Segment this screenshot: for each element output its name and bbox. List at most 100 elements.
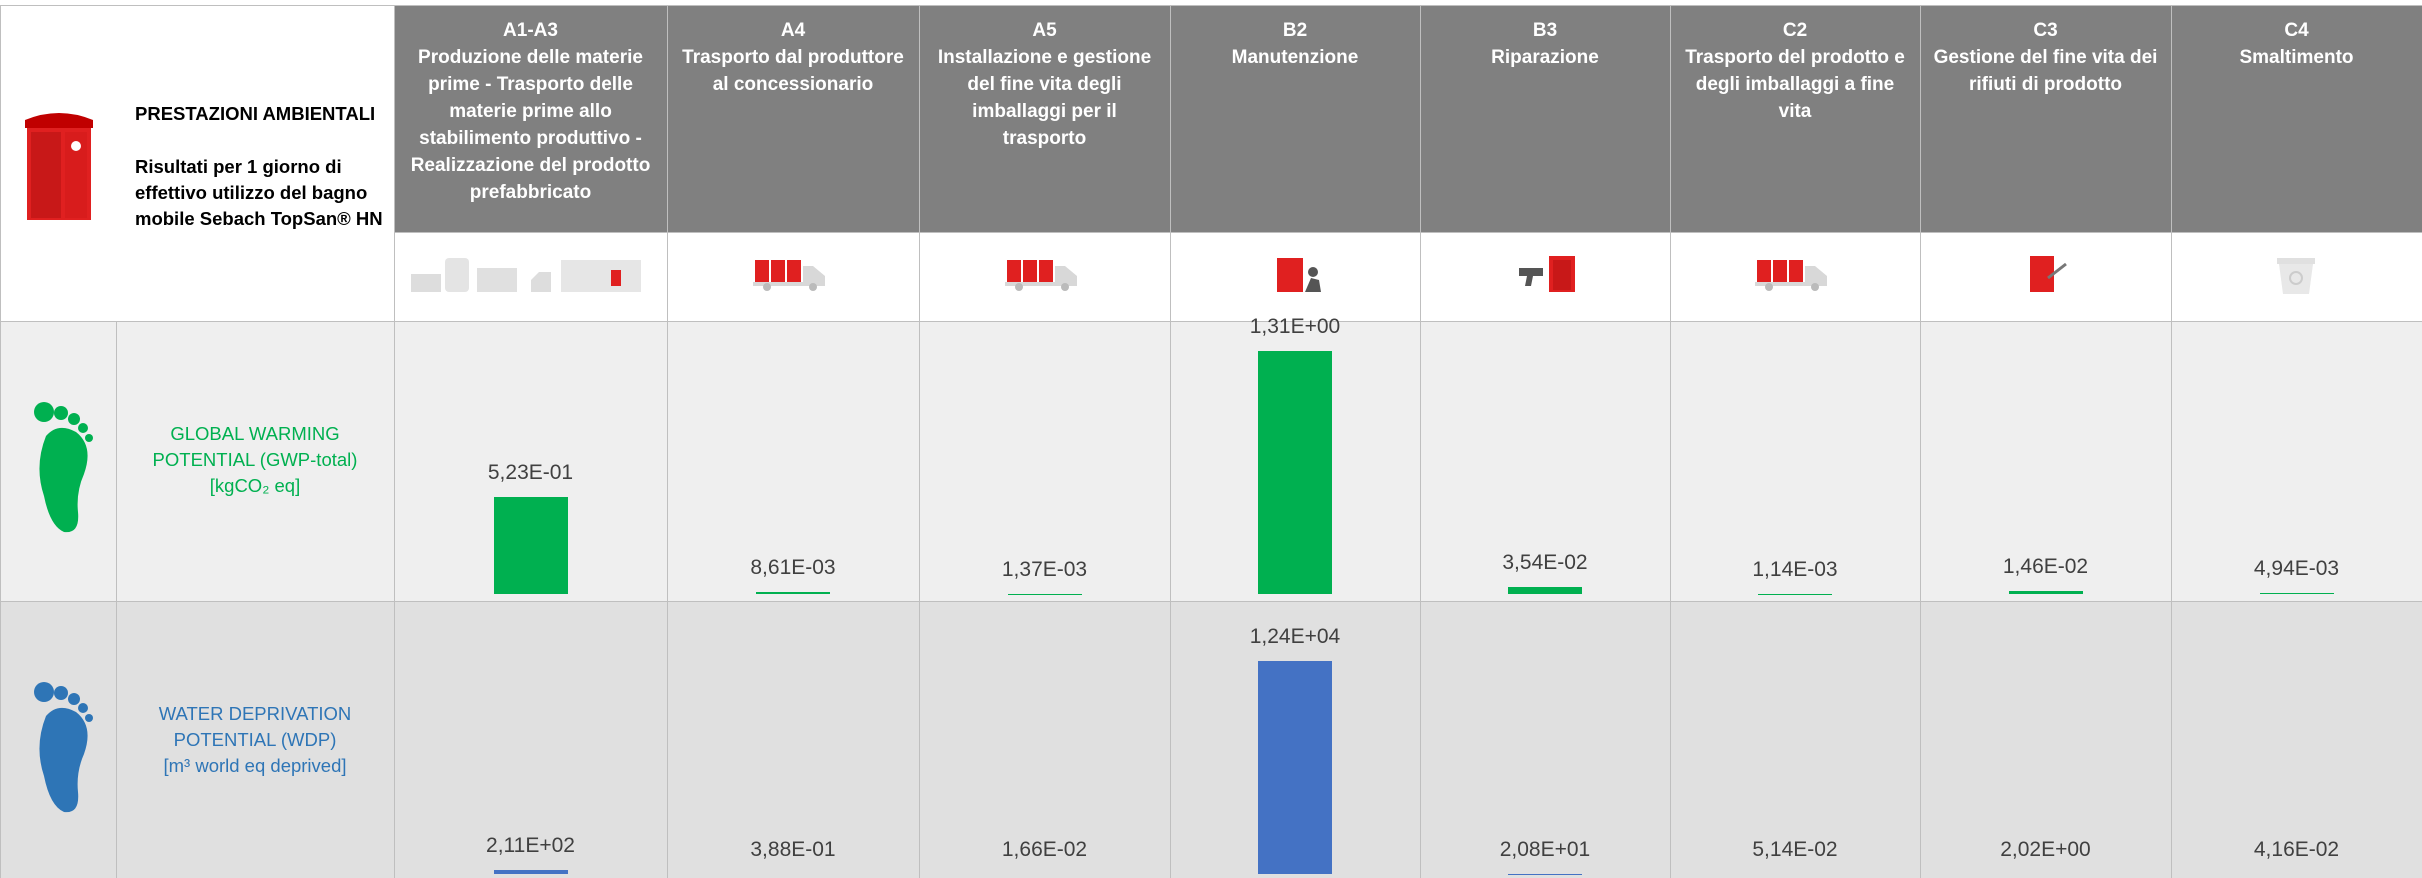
- indicator-cell: [116, 321, 395, 602]
- value-label: 1,46E-02: [2002, 555, 2089, 579]
- stage-text: B3 Riparazione: [1430, 17, 1660, 71]
- bar: [1508, 587, 1582, 594]
- stage-icon: [2257, 254, 2337, 303]
- value-label: 1,37E-03: [1001, 557, 1088, 581]
- stage-code: A1-A3: [503, 20, 558, 41]
- value-label: 4,94E-03: [2253, 557, 2340, 581]
- bar: [756, 592, 830, 594]
- icon-cell: [1420, 232, 1671, 322]
- value-label: 3,88E-01: [750, 837, 836, 861]
- stage-text: C2 Trasporto del prodotto e degli imballa…: [1680, 17, 1910, 125]
- value-cell: [667, 321, 920, 602]
- value-label: 1,24E+04: [1249, 625, 1341, 648]
- stage-header: [919, 5, 1171, 233]
- value-cell: [394, 601, 668, 878]
- stage-name: Manutenzione: [1231, 47, 1359, 68]
- stage-name: Gestione del fine vita dei rifiuti di pr…: [1933, 47, 2158, 95]
- value-cell: [2171, 321, 2422, 602]
- bar: [493, 870, 568, 874]
- indicator-unit: [m³ world eq deprived]: [163, 755, 347, 776]
- stage-header: [1420, 5, 1671, 233]
- stage-text: B2 Manutenzione: [1180, 17, 1410, 71]
- stage-name: Installazione e gestione del fine vita d…: [937, 47, 1152, 149]
- stage-text: A1-A3 Produzione delle materie prime - Tr…: [404, 17, 657, 206]
- stage-code: A5: [1032, 20, 1057, 41]
- value-cell: [2171, 601, 2422, 878]
- stage-name: Trasporto del prodotto e degli imballagg…: [1685, 47, 1905, 122]
- icon-graphic: [2276, 258, 2315, 294]
- title: PRESTAZIONI AMBIENTALI: [135, 103, 376, 124]
- stage-code: C2: [1782, 20, 1808, 41]
- value-cell: [1920, 321, 2172, 602]
- stage-name: Produzione delle materie prime - Traspor…: [410, 47, 651, 203]
- stage-icon: [410, 254, 651, 303]
- stage-header: [1670, 5, 1921, 233]
- bar: [493, 496, 568, 594]
- value-label: 5,23E-01: [487, 460, 574, 484]
- indicator-label: GLOBAL WARMING POTENTIAL (GWP-total) [kgC…: [118, 421, 392, 499]
- value-label: 1,66E-02: [1001, 837, 1088, 861]
- value-cell: [919, 601, 1171, 878]
- stage-icon: [1505, 254, 1585, 303]
- stage-code: C3: [2033, 20, 2058, 41]
- value-cell: [1420, 321, 1671, 602]
- stage-code: B3: [1532, 20, 1558, 41]
- stage-icon: [1755, 254, 1835, 303]
- value-cell: [1670, 601, 1921, 878]
- icon-graphic: [1519, 256, 1575, 292]
- stage-text: A5 Installazione e gestione del fine vita…: [929, 17, 1160, 152]
- toilet-icon: [25, 113, 93, 220]
- indicator-unit: [kgCO₂ eq]: [209, 475, 301, 496]
- value-label: 8,61E-03: [750, 556, 836, 580]
- value-label: 4,16E-02: [2253, 837, 2340, 861]
- indicator-label: WATER DEPRIVATION POTENTIAL (WDP) [m³ wor…: [118, 701, 392, 779]
- indicator-name: GLOBAL WARMING POTENTIAL (GWP-total): [152, 423, 358, 470]
- stage-icon: [2006, 254, 2086, 303]
- bar: [1258, 351, 1332, 594]
- footprint-graphic: [34, 682, 93, 813]
- stage-text: A4 Trasporto dal produttore al concession…: [677, 17, 909, 98]
- footprint-icon: [30, 396, 100, 551]
- value-cell: [667, 601, 920, 878]
- bar: [2008, 591, 2083, 594]
- icon-graphic: [2029, 256, 2067, 292]
- bar: [2259, 593, 2334, 594]
- stage-name: Trasporto dal produttore al concessionar…: [682, 47, 904, 95]
- stage-code: A4: [780, 20, 806, 41]
- stage-code: B2: [1282, 20, 1308, 41]
- indicator-name: WATER DEPRIVATION POTENTIAL (WDP): [158, 703, 352, 750]
- footprint-icon: [30, 676, 100, 831]
- value-label: 1,14E-03: [1752, 557, 1838, 581]
- stage-header: [2171, 5, 2422, 233]
- stage-name: Riparazione: [1491, 47, 1599, 68]
- value-label: 5,14E-02: [1752, 837, 1838, 861]
- footprint-graphic: [34, 402, 93, 533]
- icon-graphic: [753, 260, 825, 291]
- icon-graphic: [1277, 258, 1321, 292]
- value-label: 2,11E+02: [486, 834, 575, 858]
- value-label: 2,08E+01: [1499, 837, 1591, 861]
- value-label: 3,54E-02: [1502, 551, 1588, 575]
- stage-icon: [753, 254, 833, 303]
- icon-graphic: [1004, 260, 1077, 291]
- stage-text: C4 Smaltimento: [2181, 17, 2412, 71]
- value-label: 2,02E+00: [2000, 837, 2091, 861]
- indicator-cell: [116, 601, 395, 878]
- value-cell: [1670, 321, 1921, 602]
- value-label: 1,31E+00: [1249, 315, 1341, 338]
- stage-icon: [1255, 254, 1335, 303]
- stage-header: [1920, 5, 2172, 233]
- stage-header: [1170, 5, 1421, 233]
- stage-code: C4: [2284, 20, 2309, 41]
- value-cell: [1920, 601, 2172, 878]
- value-cell: [1420, 601, 1671, 878]
- bar: [1258, 661, 1332, 874]
- value-cell: [919, 321, 1171, 602]
- stage-icon: [1004, 254, 1085, 303]
- stage-text: C3 Gestione del fine vita dei rifiuti di …: [1930, 17, 2161, 98]
- subtitle: Risultati per 1 giorno di effettivo util…: [135, 156, 383, 229]
- stage-name: Smaltimento: [2239, 47, 2354, 68]
- stage-header: [394, 5, 668, 233]
- stage-header: [667, 5, 920, 233]
